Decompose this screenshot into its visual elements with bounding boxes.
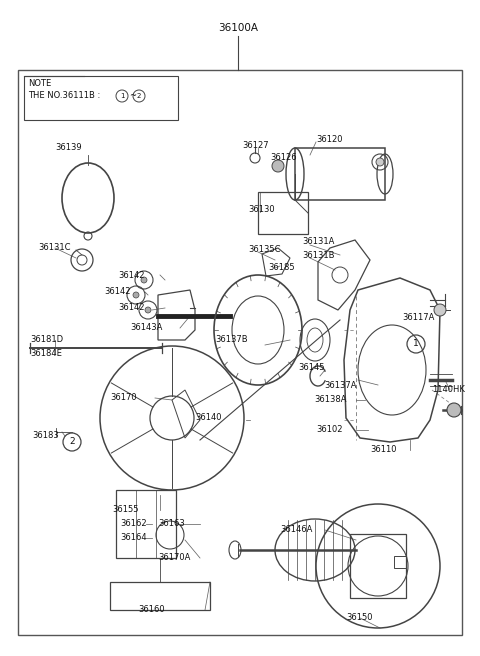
Circle shape: [434, 304, 446, 316]
Text: 36137B: 36137B: [215, 335, 248, 344]
Text: 36170A: 36170A: [158, 554, 191, 562]
Text: 36163: 36163: [158, 520, 185, 529]
Bar: [394, 556, 406, 568]
Bar: [116, 490, 176, 558]
Text: 36162: 36162: [120, 520, 146, 529]
Text: 36146A: 36146A: [280, 525, 312, 535]
Text: 36127: 36127: [242, 140, 269, 150]
Text: 36145: 36145: [298, 363, 324, 373]
Bar: [350, 534, 406, 598]
Circle shape: [133, 292, 139, 298]
Text: 2: 2: [69, 438, 75, 447]
Text: 2: 2: [137, 93, 141, 99]
Text: 36150: 36150: [347, 613, 373, 623]
Text: 36135C: 36135C: [248, 245, 280, 255]
Text: 36138A: 36138A: [314, 396, 347, 405]
Text: 36117A: 36117A: [402, 314, 434, 323]
Text: NOTE: NOTE: [28, 79, 51, 89]
Text: 36155: 36155: [112, 506, 139, 514]
Text: 36100A: 36100A: [218, 23, 258, 33]
Text: 36131A: 36131A: [302, 237, 335, 247]
Text: 1140HK: 1140HK: [432, 386, 465, 394]
Text: 36131C: 36131C: [38, 243, 71, 253]
Text: 36183: 36183: [32, 432, 59, 440]
Bar: [295, 148, 385, 200]
Text: 36110: 36110: [370, 445, 396, 455]
Text: 36160: 36160: [139, 605, 165, 615]
Bar: [110, 582, 210, 610]
Text: 36142: 36142: [118, 270, 144, 279]
Text: 36181D: 36181D: [30, 335, 63, 344]
Text: 36102: 36102: [316, 426, 343, 434]
Circle shape: [376, 158, 384, 166]
Bar: [18, 70, 462, 635]
Text: THE NO.36111B :: THE NO.36111B :: [28, 91, 103, 100]
Text: 36170: 36170: [110, 394, 137, 403]
Text: 36184E: 36184E: [30, 350, 62, 358]
Text: 36185: 36185: [268, 264, 295, 272]
Circle shape: [447, 403, 461, 417]
Text: 36142: 36142: [118, 304, 144, 312]
Circle shape: [141, 277, 147, 283]
Text: ~: ~: [129, 91, 136, 100]
Text: 36130: 36130: [248, 205, 275, 215]
Bar: [258, 192, 308, 234]
Circle shape: [272, 160, 284, 172]
Text: 36120: 36120: [316, 136, 343, 144]
Text: 36142: 36142: [104, 287, 131, 297]
Text: 36137A: 36137A: [324, 380, 357, 390]
Text: 1: 1: [120, 93, 124, 99]
Text: 36126: 36126: [270, 154, 297, 163]
Text: 36131B: 36131B: [302, 251, 335, 260]
Text: 36139: 36139: [55, 144, 82, 152]
Text: 36143A: 36143A: [130, 323, 162, 333]
Text: 1: 1: [413, 340, 419, 348]
Text: 36164: 36164: [120, 533, 146, 543]
Bar: [24, 76, 178, 120]
Text: 36140: 36140: [195, 413, 221, 422]
Circle shape: [145, 307, 151, 313]
